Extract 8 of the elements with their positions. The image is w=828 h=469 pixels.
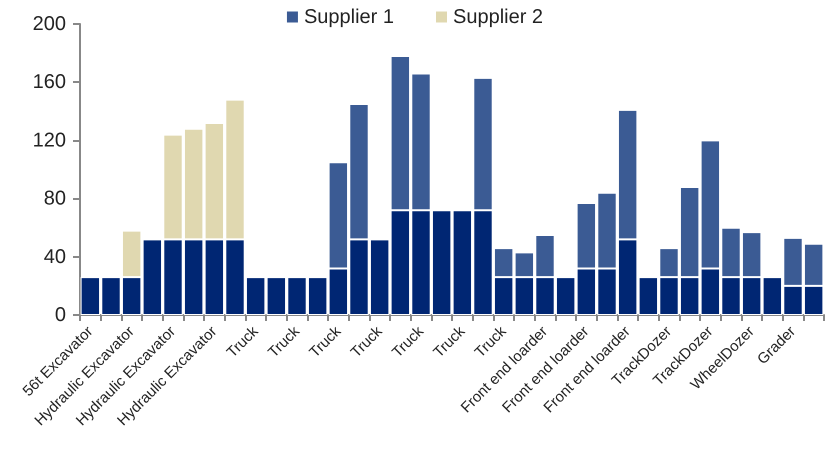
y-tick-label: 40 [44, 246, 66, 268]
y-tick-label: 200 [32, 13, 66, 35]
legend-label: Supplier 1 [304, 6, 394, 28]
y-tick-label: 0 [54, 304, 66, 326]
y-tick-label: 80 [44, 188, 66, 210]
y-tick-label: 160 [32, 71, 66, 94]
legend-label: Supplier 2 [453, 6, 544, 28]
y-tick-label: 120 [32, 129, 66, 152]
